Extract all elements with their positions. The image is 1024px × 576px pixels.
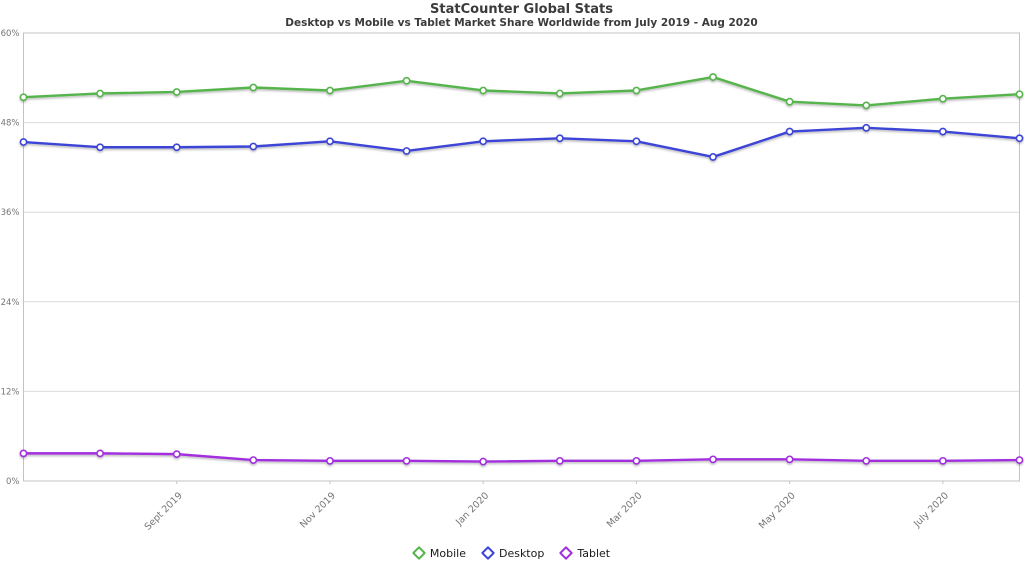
- chart-legend: Mobile Desktop Tablet: [0, 542, 1024, 564]
- legend-mobile-diamond-icon: [411, 545, 426, 561]
- legend-item-mobile[interactable]: Mobile: [411, 545, 466, 561]
- data-point-mobile-1[interactable]: [96, 89, 105, 98]
- y-axis-label: 24%: [1, 298, 20, 308]
- x-axis-label: Sept 2019: [143, 490, 185, 532]
- data-point-tablet-2[interactable]: [172, 450, 181, 459]
- data-point-mobile-8[interactable]: [632, 86, 641, 95]
- data-point-tablet-3[interactable]: [249, 456, 258, 464]
- data-point-desktop-9[interactable]: [709, 153, 717, 161]
- legend-label-desktop: Desktop: [498, 546, 545, 560]
- data-point-mobile-12[interactable]: [938, 94, 947, 103]
- legend-desktop-diamond-icon: [480, 545, 496, 561]
- series-line-desktop: [22, 126, 1021, 159]
- data-point-mobile-0[interactable]: [19, 93, 28, 102]
- data-point-desktop-13[interactable]: [1015, 134, 1024, 143]
- data-point-desktop-0[interactable]: [19, 138, 28, 146]
- y-axis-label: 60%: [1, 29, 20, 39]
- data-point-desktop-7[interactable]: [555, 134, 564, 143]
- chart-subtitle: Desktop vs Mobile vs Tablet Market Share…: [285, 17, 758, 29]
- data-point-desktop-2[interactable]: [172, 143, 181, 152]
- x-axis-label: July 2020: [911, 490, 951, 530]
- y-axis-label: 36%: [1, 208, 20, 218]
- data-point-mobile-10[interactable]: [785, 97, 794, 106]
- data-point-tablet-9[interactable]: [709, 455, 717, 464]
- data-point-tablet-10[interactable]: [785, 455, 794, 464]
- data-point-desktop-5[interactable]: [402, 147, 411, 155]
- data-point-desktop-4[interactable]: [326, 137, 334, 146]
- legend-item-tablet[interactable]: Tablet: [559, 545, 611, 561]
- x-axis-label: May 2020: [757, 490, 798, 531]
- data-point-tablet-1[interactable]: [96, 449, 105, 458]
- data-point-mobile-3[interactable]: [249, 83, 258, 92]
- data-point-mobile-2[interactable]: [172, 88, 181, 96]
- data-point-mobile-11[interactable]: [862, 101, 871, 110]
- data-point-mobile-7[interactable]: [555, 89, 564, 98]
- data-point-mobile-6[interactable]: [479, 86, 488, 95]
- legend-label-tablet: Tablet: [577, 546, 611, 560]
- plot-border: [23, 32, 1020, 482]
- data-point-desktop-3[interactable]: [249, 142, 258, 151]
- series-tablet: [19, 449, 1024, 466]
- data-point-mobile-5[interactable]: [402, 76, 411, 85]
- y-axis-label: 12%: [1, 387, 20, 397]
- data-point-desktop-12[interactable]: [938, 127, 947, 136]
- data-point-desktop-8[interactable]: [632, 137, 641, 146]
- data-point-mobile-4[interactable]: [326, 86, 334, 95]
- data-point-tablet-8[interactable]: [632, 456, 641, 465]
- data-point-tablet-6[interactable]: [479, 457, 488, 466]
- x-axis-label: Mar 2020: [605, 490, 645, 530]
- legend-label-mobile: Mobile: [429, 546, 466, 560]
- data-point-desktop-1[interactable]: [96, 143, 105, 152]
- y-axis-label: 48%: [1, 119, 20, 129]
- data-point-tablet-12[interactable]: [938, 456, 947, 465]
- series-mobile: [19, 73, 1024, 110]
- data-point-mobile-9[interactable]: [709, 73, 717, 81]
- data-point-tablet-7[interactable]: [555, 456, 564, 465]
- data-point-tablet-11[interactable]: [862, 456, 871, 465]
- data-point-mobile-13[interactable]: [1015, 90, 1024, 99]
- series-line-mobile: [22, 75, 1021, 107]
- data-point-tablet-4[interactable]: [326, 456, 334, 465]
- y-axis-label: 0%: [6, 477, 20, 487]
- series-desktop: [19, 123, 1024, 161]
- data-point-tablet-13[interactable]: [1015, 456, 1024, 464]
- data-point-desktop-10[interactable]: [785, 127, 794, 136]
- x-axis-label: Nov 2019: [298, 490, 338, 530]
- legend-item-desktop[interactable]: Desktop: [480, 545, 545, 561]
- data-point-tablet-5[interactable]: [402, 456, 411, 465]
- legend-tablet-diamond-icon: [559, 545, 574, 561]
- data-point-desktop-11[interactable]: [862, 123, 871, 132]
- chart-title: StatCounter Global Stats: [430, 2, 613, 17]
- x-axis-label: Jan 2020: [453, 490, 491, 528]
- data-point-desktop-6[interactable]: [479, 137, 488, 146]
- data-point-tablet-0[interactable]: [19, 449, 28, 458]
- series-line-tablet: [22, 452, 1021, 463]
